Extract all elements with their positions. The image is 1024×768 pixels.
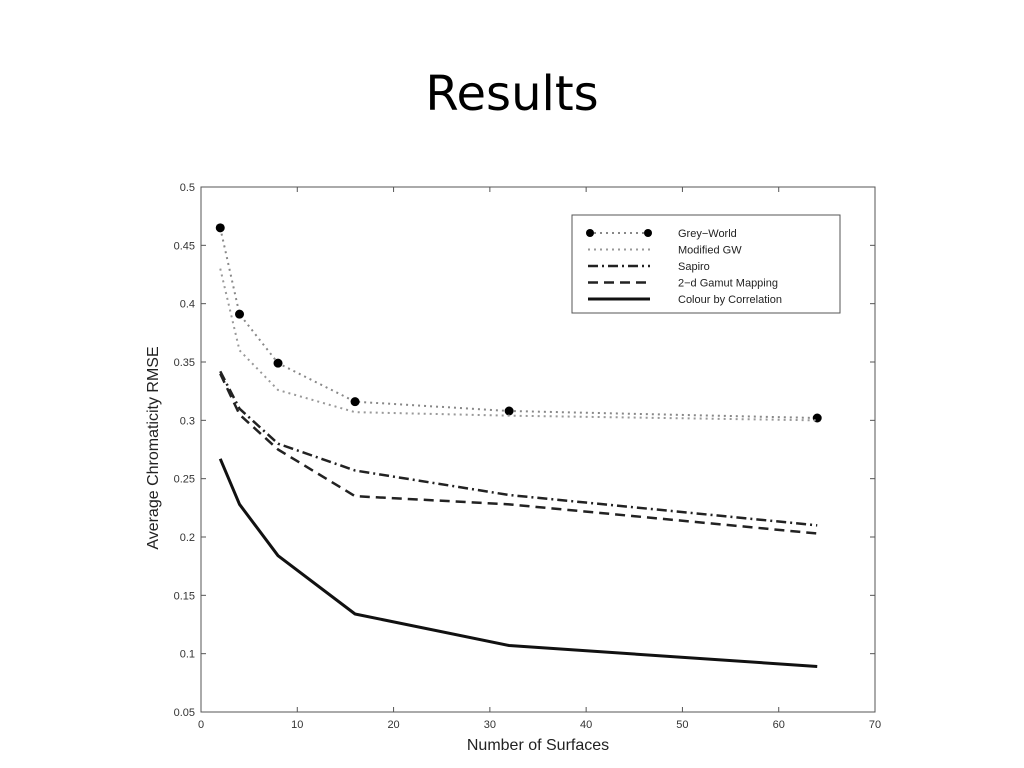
series-lines <box>215 223 822 668</box>
x-tick-label: 30 <box>484 719 496 731</box>
x-tick-label: 0 <box>198 719 204 731</box>
y-tick-label: 0.15 <box>174 590 195 602</box>
legend-label-2: Sapiro <box>678 261 710 273</box>
x-tick-label: 20 <box>387 719 399 731</box>
legend-marker <box>644 229 652 237</box>
legend-label-0: Grey−World <box>678 228 737 240</box>
series-line-4 <box>218 458 818 668</box>
x-tick-label: 40 <box>580 719 592 731</box>
legend-label-4: Colour by Correlation <box>678 294 782 306</box>
legend-label-3: 2−d Gamut Mapping <box>678 278 778 290</box>
legend-label-1: Modified GW <box>678 245 742 257</box>
y-tick-label: 0.5 <box>180 182 195 194</box>
legend: Grey−World Modified GW Sapiro 2−d Gamut Map… <box>571 214 841 314</box>
y-tick-label: 0.05 <box>174 707 195 719</box>
series-line-0 <box>219 227 818 419</box>
x-axis-label: Number of Surfaces <box>467 737 609 754</box>
x-tick-label: 50 <box>676 719 688 731</box>
y-tick-label: 0.4 <box>180 299 195 311</box>
series-line-3 <box>219 373 818 535</box>
x-tick-label: 60 <box>773 719 785 731</box>
y-tick-label: 0.1 <box>180 649 195 661</box>
y-tick-label: 0.3 <box>180 415 195 427</box>
y-tick-label: 0.25 <box>174 474 195 486</box>
data-point-marker <box>235 309 245 319</box>
y-axis-label: Average Chromaticity RMSE <box>145 346 162 549</box>
x-tick-label: 10 <box>291 719 303 731</box>
y-tick-label: 0.45 <box>174 240 195 252</box>
plot-frame <box>200 186 876 713</box>
series-line-2 <box>219 370 818 527</box>
legend-marker <box>586 229 594 237</box>
x-tick-label: 70 <box>869 719 881 731</box>
data-point-marker <box>350 397 360 407</box>
slide-title: Results <box>425 66 599 122</box>
data-point-marker <box>273 358 283 368</box>
axes: 0 10 20 30 40 50 60 70 0.05 0.1 0.15 0.2 0.25 0.3 0.35… <box>174 182 882 731</box>
y-tick-label: 0.35 <box>174 357 195 369</box>
data-point-marker <box>504 406 514 416</box>
y-tick-label: 0.2 <box>180 532 195 544</box>
data-point-marker <box>215 223 225 233</box>
legend-box <box>571 214 841 314</box>
